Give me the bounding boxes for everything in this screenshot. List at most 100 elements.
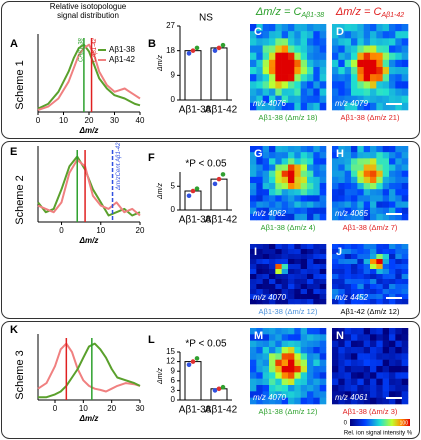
pixel — [357, 299, 364, 305]
pixel — [294, 38, 301, 46]
pixel — [300, 254, 308, 260]
pixel — [357, 249, 364, 255]
pixel — [376, 391, 383, 398]
pixel — [288, 359, 295, 367]
pixel — [338, 88, 345, 96]
pixel — [389, 146, 396, 153]
pixel — [281, 299, 289, 305]
pixel — [288, 176, 295, 184]
pixel — [319, 353, 327, 360]
pixel — [344, 328, 352, 335]
pixel — [275, 249, 282, 255]
pixel — [313, 264, 320, 270]
pixel — [332, 146, 339, 153]
pixel — [338, 102, 345, 111]
pixel — [307, 269, 314, 275]
pixel — [395, 259, 402, 265]
pixel — [351, 340, 358, 348]
pixel — [294, 52, 301, 61]
pixel — [269, 152, 276, 159]
pixel — [332, 279, 339, 285]
annotation: *P < 0.05 — [185, 339, 227, 350]
pixel — [294, 244, 301, 250]
pixel — [250, 74, 257, 82]
pixel — [344, 334, 352, 341]
pixel — [401, 81, 409, 89]
pixel — [300, 269, 308, 275]
pixel — [382, 74, 390, 82]
pixel — [319, 347, 327, 354]
pixel — [401, 152, 409, 159]
pixel — [262, 366, 270, 373]
pixel — [382, 189, 390, 196]
pixel — [389, 38, 396, 46]
pixel — [281, 259, 289, 265]
pixel — [262, 340, 270, 348]
pixel — [319, 81, 327, 89]
pixel — [401, 328, 409, 335]
marker-label: CAβ1-38 — [78, 38, 84, 62]
pixel — [332, 359, 339, 367]
x-tick-label: Aβ1-38 — [179, 405, 212, 416]
pixel — [256, 353, 263, 360]
pixel — [269, 289, 276, 295]
pixel — [269, 328, 276, 335]
pixel — [395, 385, 402, 392]
pixel — [319, 391, 327, 398]
pixel — [281, 340, 289, 348]
pixel — [313, 201, 320, 208]
pixel — [313, 176, 320, 184]
pixel — [395, 366, 402, 373]
pixel — [275, 158, 282, 165]
pixel — [363, 254, 371, 260]
pixel — [357, 45, 364, 53]
pixel — [332, 264, 339, 270]
pixel — [389, 372, 396, 379]
pixel — [256, 176, 263, 184]
pixel — [250, 328, 257, 335]
pixel — [281, 189, 289, 196]
pixel — [256, 158, 263, 165]
pixel — [344, 189, 352, 196]
pixel — [338, 189, 345, 196]
pixel — [250, 183, 257, 190]
pixel — [275, 366, 282, 373]
pixel — [294, 299, 301, 305]
pixel — [338, 385, 345, 392]
pixel — [332, 31, 339, 39]
pixel — [389, 45, 396, 53]
pixel — [288, 334, 295, 341]
pixel — [351, 195, 358, 202]
pixel — [300, 294, 308, 300]
pixel — [281, 269, 289, 275]
annotation: *P < 0.05 — [185, 159, 227, 170]
pixel — [332, 102, 339, 111]
pixel — [307, 385, 314, 392]
pixel — [256, 24, 263, 32]
pixel — [382, 213, 390, 221]
panel-letter: G — [254, 148, 263, 160]
pixel — [363, 259, 371, 265]
pixel — [281, 201, 289, 208]
pixel — [307, 213, 314, 221]
pixel — [250, 334, 257, 341]
pixel — [294, 269, 301, 275]
pixel — [332, 176, 339, 184]
pixel — [256, 259, 263, 265]
pixel — [256, 67, 263, 75]
pixel — [363, 328, 371, 335]
pixel — [382, 176, 390, 184]
pixel — [370, 74, 377, 82]
pixel — [344, 67, 352, 75]
pixel — [401, 347, 409, 354]
pixel — [307, 45, 314, 53]
data-point — [186, 51, 192, 56]
pixel — [288, 372, 295, 379]
pixel — [382, 38, 390, 46]
pixel — [363, 95, 371, 104]
pixel — [262, 24, 270, 32]
pixel — [357, 24, 364, 32]
pixel — [294, 366, 301, 373]
pixel — [269, 299, 276, 305]
pixel — [363, 372, 371, 379]
